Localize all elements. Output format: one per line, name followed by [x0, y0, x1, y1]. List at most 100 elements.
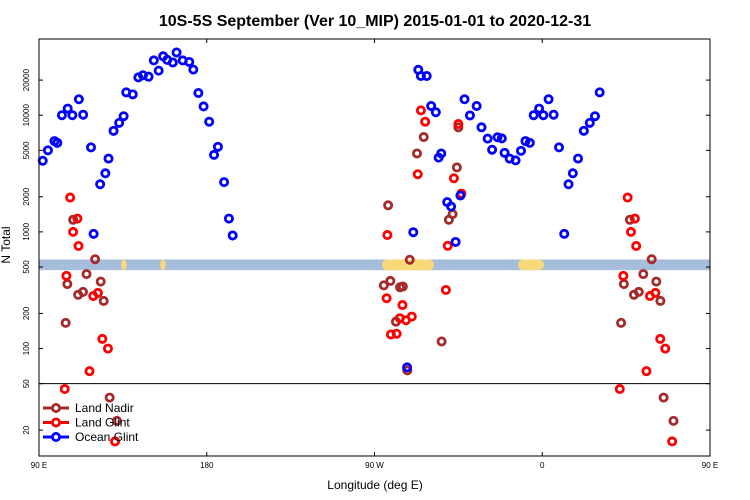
point-ocean-glint	[219, 177, 230, 188]
y-axis-ticks: 20 50 100 200 500 1000 2000 5000 10000 20000	[22, 68, 710, 435]
point-ocean-glint	[476, 122, 487, 133]
point-land-glint	[622, 192, 633, 203]
y-axis-label: N Total	[0, 226, 13, 263]
data-points	[37, 47, 679, 447]
point-ocean-glint	[436, 148, 447, 159]
map-strip-land	[381, 259, 435, 271]
point-ocean-glint	[510, 155, 521, 166]
point-ocean-glint	[67, 110, 78, 121]
point-land-nadir	[104, 392, 115, 403]
point-land-nadir	[397, 281, 408, 292]
point-ocean-glint	[209, 149, 220, 160]
point-land-glint	[655, 333, 666, 344]
y-tick-label: 5000	[22, 141, 31, 159]
point-land-nadir	[95, 276, 106, 287]
y-tick-label: 10000	[22, 104, 31, 127]
point-land-nadir	[378, 280, 389, 291]
point-land-glint	[629, 213, 640, 224]
point-land-glint	[92, 287, 103, 298]
point-ocean-glint	[153, 65, 164, 76]
point-land-glint	[448, 173, 459, 184]
point-land-nadir	[638, 269, 649, 280]
point-ocean-glint	[455, 190, 466, 201]
point-ocean-glint	[42, 145, 53, 156]
point-land-nadir	[624, 214, 635, 225]
x-axis-ticks: 90 E 180 90 W 0 90 E	[31, 39, 718, 470]
point-ocean-glint	[73, 94, 84, 105]
point-land-nadir	[60, 317, 71, 328]
point-ocean-glint	[78, 109, 89, 120]
x-tick-label: 90 E	[702, 461, 718, 470]
point-ocean-glint	[148, 55, 159, 66]
point-ocean-glint	[563, 179, 574, 190]
point-land-glint	[618, 270, 629, 281]
point-ocean-glint	[499, 147, 510, 158]
point-ocean-glint	[548, 109, 559, 120]
point-land-nadir	[651, 276, 662, 287]
y-tick-label: 50	[22, 379, 31, 388]
y-tick-label: 1000	[22, 222, 31, 240]
map-strip-land	[518, 259, 545, 271]
point-ocean-glint	[408, 227, 419, 238]
point-ocean-glint	[223, 213, 234, 224]
plot-frame	[38, 38, 711, 457]
x-axis-label: Longitude (deg E)	[327, 478, 422, 492]
point-ocean-glint	[594, 87, 605, 98]
point-ocean-glint	[538, 110, 549, 121]
y-tick-label: 100	[22, 341, 31, 355]
point-land-glint	[382, 230, 393, 241]
point-land-nadir	[81, 269, 92, 280]
point-land-glint	[625, 226, 636, 237]
point-land-nadir	[658, 392, 669, 403]
point-ocean-glint	[487, 144, 498, 155]
point-land-glint	[397, 300, 408, 311]
point-ocean-glint	[227, 230, 238, 241]
point-ocean-glint	[86, 142, 97, 153]
point-land-glint	[110, 436, 121, 447]
map-strip-ocean	[39, 259, 710, 271]
point-ocean-glint	[524, 137, 535, 148]
point-ocean-glint	[188, 64, 199, 75]
point-ocean-glint	[114, 117, 125, 128]
y-tick-label: 200	[22, 306, 31, 320]
x-tick-label: 90 E	[31, 461, 47, 470]
point-land-glint	[102, 343, 113, 354]
point-ocean-glint	[52, 137, 63, 148]
point-land-nadir	[646, 254, 657, 265]
legend-swatch-marker	[51, 402, 62, 413]
x-tick-label: 0	[540, 461, 545, 470]
point-land-nadir	[385, 275, 396, 286]
point-ocean-glint	[56, 110, 67, 121]
legend-label: Land Glint	[75, 416, 130, 430]
point-land-glint	[97, 333, 108, 344]
legend-swatch-marker	[51, 417, 62, 428]
point-land-glint	[412, 169, 423, 180]
point-ocean-glint	[212, 141, 223, 152]
point-land-glint	[72, 213, 83, 224]
point-land-glint	[84, 366, 95, 377]
point-ocean-glint	[496, 133, 507, 144]
point-land-nadir	[668, 415, 679, 426]
point-land-nadir	[90, 254, 101, 265]
point-ocean-glint	[559, 228, 570, 239]
point-ocean-glint	[167, 57, 178, 68]
point-ocean-glint	[204, 116, 215, 127]
point-land-glint	[415, 105, 426, 116]
point-ocean-glint	[482, 133, 493, 144]
x-tick-label: 90 W	[365, 461, 384, 470]
point-land-nadir	[633, 286, 644, 297]
point-land-nadir	[655, 295, 666, 306]
legend-label: Ocean Glint	[75, 430, 139, 444]
point-ocean-glint	[446, 201, 457, 212]
point-ocean-glint	[516, 145, 527, 156]
point-land-nadir	[98, 295, 109, 306]
point-ocean-glint	[589, 111, 600, 122]
point-land-nadir	[77, 286, 88, 297]
point-ocean-glint	[426, 100, 437, 111]
map-strip	[39, 259, 710, 271]
point-land-glint	[641, 366, 652, 377]
point-land-glint	[61, 270, 72, 281]
point-land-glint	[667, 436, 678, 447]
point-ocean-glint	[459, 94, 470, 105]
